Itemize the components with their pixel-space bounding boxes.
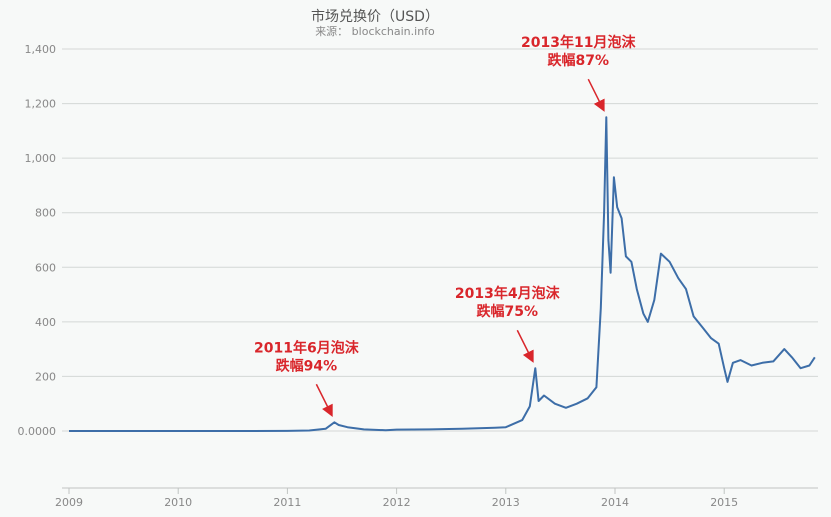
x-tick-label: 2015 — [710, 496, 738, 509]
y-tick-label: 1,400 — [25, 43, 57, 56]
y-tick-label: 1,000 — [25, 152, 57, 165]
annotation-arrow — [516, 329, 534, 363]
annotation-text: 2013年11月泡沫 — [521, 34, 636, 51]
annotation-text: 跌幅75% — [477, 303, 539, 320]
x-tick-label: 2014 — [601, 496, 629, 509]
chart-title: 市场兑换价（USD） — [311, 8, 439, 25]
x-tick-label: 2012 — [383, 496, 411, 509]
chart-subtitle: 来源： blockchain.info — [315, 24, 435, 38]
annotation-text: 2013年4月泡沫 — [455, 285, 561, 302]
x-tick-label: 2011 — [273, 496, 301, 509]
x-tick-label: 2009 — [55, 496, 83, 509]
annotation-text: 2011年6月泡沫 — [254, 339, 360, 356]
y-tick-label: 200 — [35, 370, 56, 383]
annotation-arrow — [587, 78, 605, 112]
x-tick-label: 2013 — [492, 496, 520, 509]
y-tick-label: 600 — [35, 261, 56, 274]
price-line — [69, 116, 816, 432]
x-tick-label: 2010 — [164, 496, 192, 509]
annotation-arrow — [315, 383, 333, 417]
y-tick-label: 1,200 — [25, 98, 57, 111]
y-tick-label: 800 — [35, 207, 56, 220]
y-tick-label: 400 — [35, 316, 56, 329]
y-tick-label: 0.0000 — [18, 425, 57, 438]
annotation-text: 跌幅87% — [548, 52, 610, 69]
annotation-text: 跌幅94% — [276, 357, 338, 374]
